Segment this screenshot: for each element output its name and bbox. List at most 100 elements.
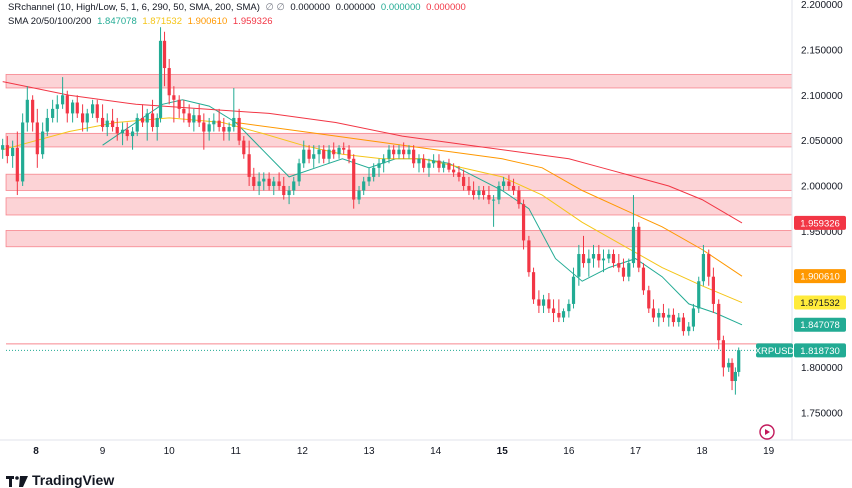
candle <box>551 299 556 323</box>
srchannel-symbols: ∅ ∅ <box>265 2 285 13</box>
candle <box>661 303 666 323</box>
candle <box>372 163 376 182</box>
price-tag: 1.871532 <box>794 295 846 310</box>
candle <box>521 199 526 250</box>
sma-50-value: 1.871532 <box>142 16 182 27</box>
candle <box>392 145 396 159</box>
candle <box>707 249 711 286</box>
candle <box>733 367 737 395</box>
price-tag: 1.818730 XRPUSD <box>755 343 846 358</box>
candle <box>597 244 601 268</box>
candle <box>347 145 351 164</box>
candle <box>667 308 671 327</box>
candle <box>571 267 576 309</box>
candle <box>15 131 19 196</box>
candle <box>202 113 206 150</box>
candle <box>292 176 296 196</box>
candle <box>312 145 316 168</box>
candle <box>481 185 486 200</box>
candle <box>90 99 95 118</box>
candle <box>247 140 251 186</box>
candle <box>427 158 431 177</box>
candle <box>501 176 506 191</box>
candle <box>727 358 731 372</box>
candle <box>587 249 591 277</box>
candle <box>561 308 566 323</box>
candle <box>45 108 49 137</box>
time-tick-label: 17 <box>630 446 642 457</box>
candle <box>627 258 631 282</box>
candle <box>491 195 496 227</box>
candle <box>11 140 15 168</box>
candle <box>177 95 181 118</box>
candle <box>367 167 371 186</box>
candle <box>422 154 426 173</box>
candle <box>537 290 541 313</box>
candle <box>737 347 741 377</box>
candle <box>697 276 701 313</box>
price-tick-label: 1.800000 <box>801 363 843 374</box>
price-tag: 1.959326 <box>794 215 846 230</box>
price-tick-label: 2.200000 <box>801 0 843 11</box>
candle <box>120 122 125 146</box>
time-tick-label: 8 <box>33 446 39 457</box>
candle <box>167 58 171 105</box>
svg-text:1.871532: 1.871532 <box>800 298 840 309</box>
candle <box>577 244 581 286</box>
replay-icon[interactable] <box>759 424 775 440</box>
time-tick-label: 18 <box>697 446 709 457</box>
price-tags: 1.959326 1.900610 1.871532 1.847078 1.818730… <box>755 215 846 358</box>
candle <box>412 145 416 168</box>
candle <box>721 335 725 377</box>
candle <box>641 263 646 295</box>
candle <box>272 176 276 196</box>
candle <box>61 77 65 109</box>
sma-20-value: 1.847078 <box>97 16 137 27</box>
candle <box>110 108 115 132</box>
candle <box>362 176 366 196</box>
candle <box>677 312 681 327</box>
candle <box>222 117 226 141</box>
candle <box>217 108 221 132</box>
candle <box>105 113 109 137</box>
candle <box>547 293 551 313</box>
candle <box>581 235 586 268</box>
candle <box>517 185 521 209</box>
srchannel-value-4: 0.000000 <box>426 2 466 13</box>
candle <box>337 145 341 159</box>
candle <box>252 167 256 191</box>
sma-legend[interactable]: SMA 20/50/100/200 1.847078 1.871532 1.90… <box>8 16 276 27</box>
candle <box>387 145 391 164</box>
sr-zone-1 <box>5 73 793 89</box>
candle <box>487 185 491 205</box>
candle <box>601 249 606 273</box>
sr-line <box>6 343 792 351</box>
candle <box>212 113 216 132</box>
candle <box>477 185 481 200</box>
tradingview-watermark: TradingView <box>6 472 114 488</box>
time-tick-label: 10 <box>164 446 176 457</box>
candle <box>115 117 119 141</box>
candle <box>462 169 466 191</box>
candle <box>357 185 361 205</box>
candle <box>467 176 471 196</box>
candle <box>437 154 441 173</box>
srchannel-legend[interactable]: SRchannel (10, High/Low, 5, 1, 6, 290, 5… <box>8 2 469 13</box>
candle <box>342 142 346 155</box>
candle <box>242 136 246 159</box>
candle <box>197 104 201 128</box>
candle <box>317 145 321 164</box>
time-tick-label: 11 <box>231 446 242 457</box>
srchannel-value-1: 0.000000 <box>290 2 330 13</box>
candle <box>1 138 5 159</box>
candle <box>267 172 271 191</box>
candle <box>287 185 291 205</box>
candle <box>617 254 621 273</box>
candle <box>327 145 331 164</box>
srchannel-title: SRchannel (10, High/Low, 5, 1, 6, 290, 5… <box>8 2 260 13</box>
candle <box>511 178 516 196</box>
candle <box>717 299 721 350</box>
time-tick-label: 16 <box>563 446 575 457</box>
price-tag: 1.847078 <box>794 317 846 332</box>
